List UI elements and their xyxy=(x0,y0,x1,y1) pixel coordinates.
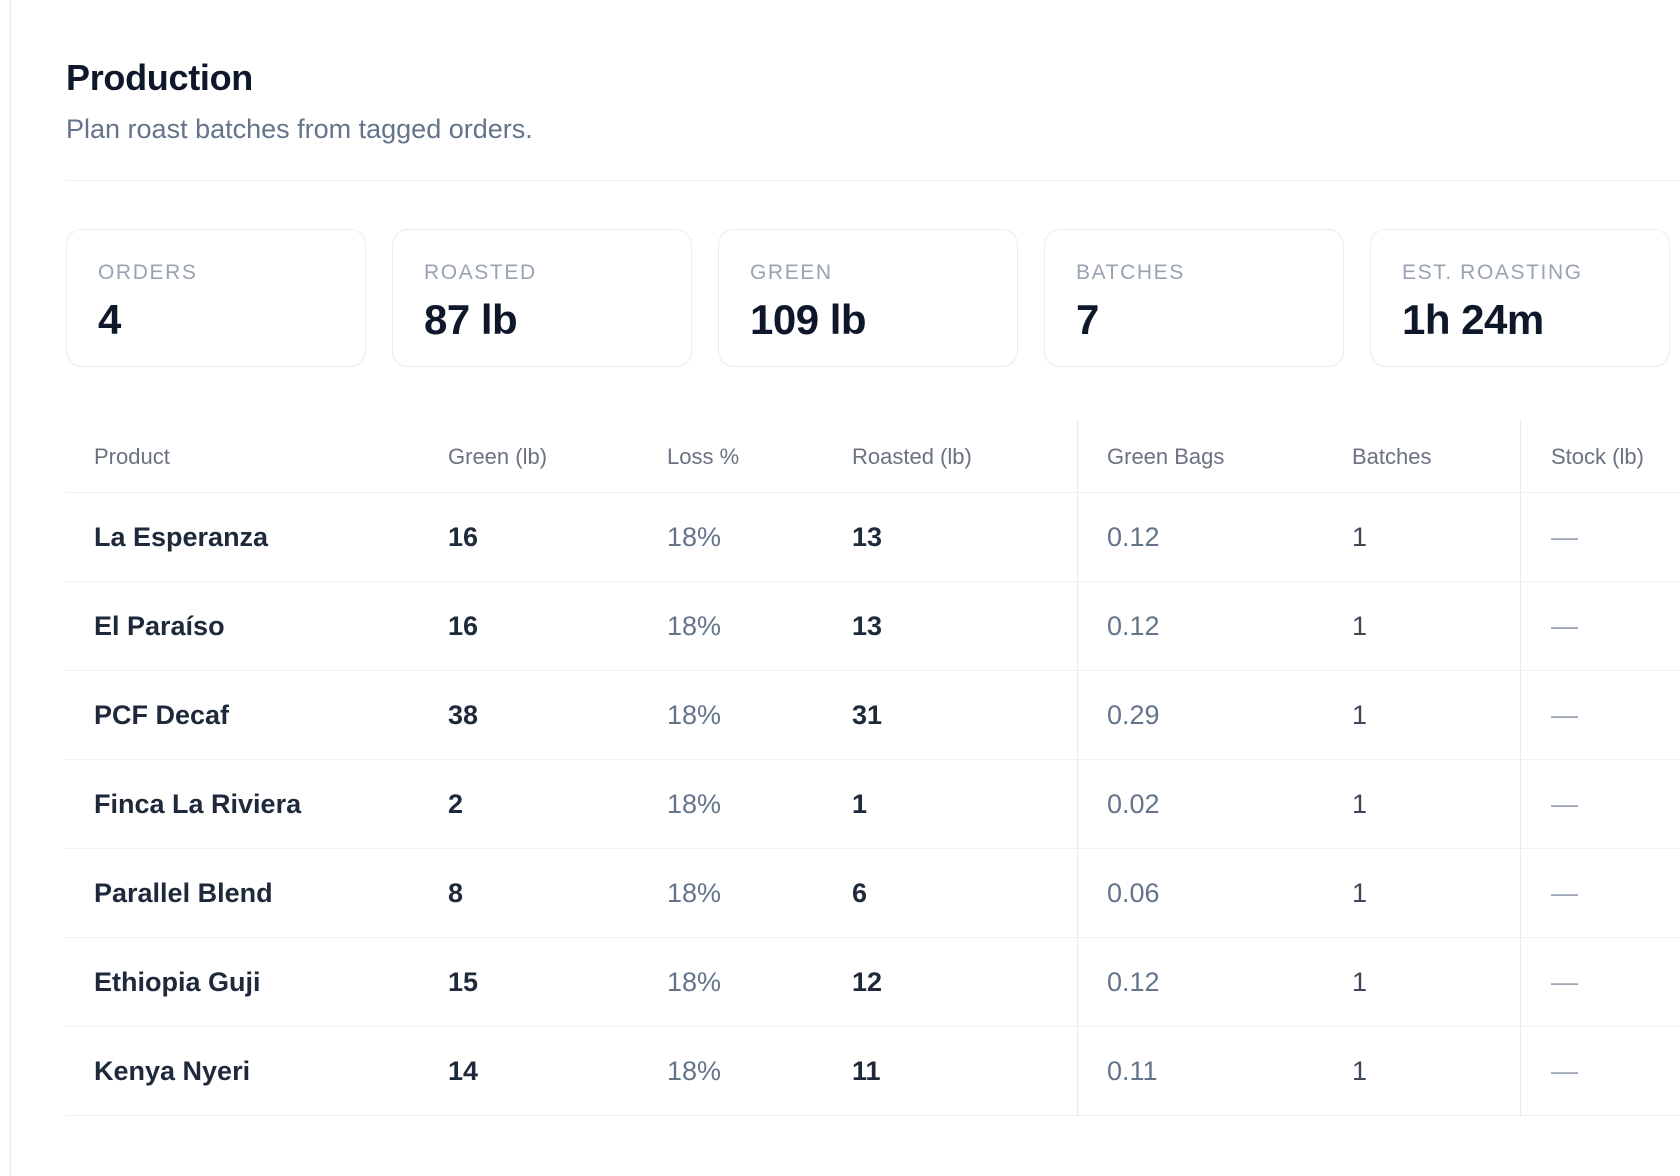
stat-value: 7 xyxy=(1076,296,1099,343)
production-table: Product Green (lb) Loss % Roasted (lb) G… xyxy=(66,421,1680,1116)
stat-card-roasted: ROASTED 87 lb xyxy=(392,229,692,367)
table-row: Parallel Blend 8 18% 6 0.06 1 — xyxy=(66,849,1680,938)
column-header-stock-lb: Stock (lb) xyxy=(1520,421,1680,492)
cell-product: PCF Decaf xyxy=(94,699,230,730)
cell-roasted-lb: 31 xyxy=(852,699,883,730)
table-header-row: Product Green (lb) Loss % Roasted (lb) G… xyxy=(66,421,1680,493)
cell-green-lb: 2 xyxy=(448,788,464,819)
cell-stock-lb: — xyxy=(1520,849,1680,937)
stat-value: 109 lb xyxy=(750,296,867,343)
cell-product: El Paraíso xyxy=(94,610,225,641)
stat-label: GREEN xyxy=(750,261,833,284)
cell-green-bags: 0.12 xyxy=(1077,493,1352,581)
stat-label: EST. ROASTING xyxy=(1402,261,1583,284)
cell-loss-pct: 18% xyxy=(667,699,722,730)
cell-batches: 1 xyxy=(1352,610,1368,641)
cell-batches: 1 xyxy=(1352,699,1368,730)
cell-loss-pct: 18% xyxy=(667,610,722,641)
page-title: Production xyxy=(66,57,253,98)
stat-card-est-roasting: EST. ROASTING 1h 24m xyxy=(1370,229,1670,367)
stat-value: 1h 24m xyxy=(1402,296,1544,343)
stat-label: BATCHES xyxy=(1076,261,1185,284)
cell-green-lb: 14 xyxy=(448,1055,479,1086)
column-header-loss-pct: Loss % xyxy=(667,443,740,469)
table-row: Ethiopia Guji 15 18% 12 0.12 1 — xyxy=(66,938,1680,1027)
cell-loss-pct: 18% xyxy=(667,521,722,552)
cell-stock-lb: — xyxy=(1520,493,1680,581)
cell-product: Finca La Riviera xyxy=(94,788,302,819)
cell-roasted-lb: 11 xyxy=(852,1055,881,1086)
cell-green-lb: 8 xyxy=(448,877,464,908)
column-header-roasted-lb: Roasted (lb) xyxy=(852,443,972,469)
cell-roasted-lb: 12 xyxy=(852,966,883,997)
stat-value: 4 xyxy=(98,296,121,343)
cell-green-lb: 15 xyxy=(448,966,479,997)
cell-green-bags: 0.11 xyxy=(1077,1027,1352,1115)
cell-green-bags: 0.12 xyxy=(1077,938,1352,1026)
column-header-batches: Batches xyxy=(1352,443,1432,469)
cell-stock-lb: — xyxy=(1520,938,1680,1026)
cell-green-bags: 0.12 xyxy=(1077,582,1352,670)
cell-green-bags: 0.02 xyxy=(1077,760,1352,848)
cell-green-bags: 0.06 xyxy=(1077,849,1352,937)
cell-loss-pct: 18% xyxy=(667,877,722,908)
table-row: La Esperanza 16 18% 13 0.12 1 — xyxy=(66,493,1680,582)
table-row: El Paraíso 16 18% 13 0.12 1 — xyxy=(66,582,1680,671)
column-header-green-lb: Green (lb) xyxy=(448,443,548,469)
cell-batches: 1 xyxy=(1352,521,1368,552)
cell-roasted-lb: 6 xyxy=(852,877,868,908)
production-page: Production Plan roast batches from tagge… xyxy=(66,0,1680,1116)
cell-batches: 1 xyxy=(1352,966,1368,997)
stat-label: ORDERS xyxy=(98,261,198,284)
stats-row: ORDERS 4 ROASTED 87 lb GREEN 109 lb BATC… xyxy=(66,229,1680,367)
stat-card-batches: BATCHES 7 xyxy=(1044,229,1344,367)
table-row: Kenya Nyeri 14 18% 11 0.11 1 — xyxy=(66,1027,1680,1116)
stat-value: 87 lb xyxy=(424,296,518,343)
cell-roasted-lb: 13 xyxy=(852,521,883,552)
cell-stock-lb: — xyxy=(1520,1027,1680,1115)
cell-stock-lb: — xyxy=(1520,582,1680,670)
cell-loss-pct: 18% xyxy=(667,1055,722,1086)
cell-loss-pct: 18% xyxy=(667,966,722,997)
table-row: Finca La Riviera 2 18% 1 0.02 1 — xyxy=(66,760,1680,849)
cell-batches: 1 xyxy=(1352,1055,1368,1086)
cell-stock-lb: — xyxy=(1520,760,1680,848)
table-row: PCF Decaf 38 18% 31 0.29 1 — xyxy=(66,671,1680,760)
stat-label: ROASTED xyxy=(424,261,537,284)
stat-card-green: GREEN 109 lb xyxy=(718,229,1018,367)
column-header-product: Product xyxy=(94,443,170,469)
app-frame-left-border xyxy=(10,0,11,1176)
column-header-green-bags: Green Bags xyxy=(1077,421,1352,492)
header-divider xyxy=(66,180,1680,181)
cell-roasted-lb: 13 xyxy=(852,610,883,641)
cell-green-lb: 16 xyxy=(448,610,479,641)
cell-loss-pct: 18% xyxy=(667,788,722,819)
page-subtitle: Plan roast batches from tagged orders. xyxy=(66,114,533,144)
cell-product: Parallel Blend xyxy=(94,877,273,908)
cell-roasted-lb: 1 xyxy=(852,788,868,819)
cell-green-lb: 16 xyxy=(448,521,479,552)
cell-product: La Esperanza xyxy=(94,521,269,552)
cell-batches: 1 xyxy=(1352,788,1368,819)
cell-product: Ethiopia Guji xyxy=(94,966,261,997)
cell-stock-lb: — xyxy=(1520,671,1680,759)
cell-product: Kenya Nyeri xyxy=(94,1055,251,1086)
cell-batches: 1 xyxy=(1352,877,1368,908)
stat-card-orders: ORDERS 4 xyxy=(66,229,366,367)
cell-green-lb: 38 xyxy=(448,699,479,730)
cell-green-bags: 0.29 xyxy=(1077,671,1352,759)
